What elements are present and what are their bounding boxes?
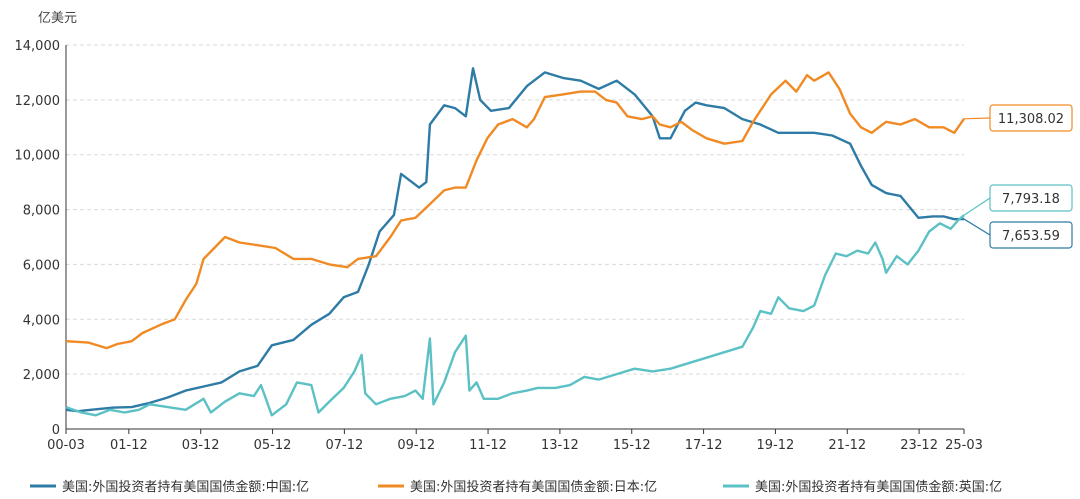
x-tick-label: 15-12 [613,438,651,453]
x-tick-label: 09-12 [397,438,435,453]
end-label-leader [963,218,991,236]
x-tick-label: 25-03 [945,438,983,453]
end-label-box [989,221,1073,249]
y-axis-label: 亿美元 [38,11,77,26]
y-tick-labels: 0 2,000 4,000 6,000 8,000 10,000 12,000 14,000 [15,39,61,438]
x-tick-label: 01-12 [110,438,148,453]
y-tick-label: 14,000 [15,39,61,54]
end-label-value: 7,653.59 [1002,229,1060,244]
y-tick-label: 12,000 [15,94,61,109]
y-tick-label: 4,000 [23,313,60,328]
legend-label-1: 美国:外国投资者持有美国国债金额:中国:亿 [62,479,309,495]
end-value-labels: 11,308.02 7,793.18 7,653.59 [963,104,1073,249]
x-tick-label: 23-12 [900,438,938,453]
x-tick-label: 07-12 [325,438,363,453]
end-label-value: 7,793.18 [1002,192,1060,207]
end-label-value: 11,308.02 [998,112,1064,127]
y-tick-label: 0 [52,423,60,438]
series-line-1 [65,67,965,413]
end-label-leader [963,117,991,120]
y-tick-label: 8,000 [23,204,60,219]
x-tick-label: 13-12 [541,438,579,453]
x-tick-label: 05-12 [254,438,292,453]
y-tick-label: 2,000 [23,368,60,383]
y-tick-label: 6,000 [23,258,60,273]
legend: 美国:外国投资者持有美国国债金额:中国:亿 美国:外国投资者持有美国国债金额:日本… [30,479,1002,495]
x-tick-label: 19-12 [757,438,795,453]
x-tick-label: 21-12 [828,438,866,453]
series-line-3 [65,214,965,417]
x-tick-label: 17-12 [685,438,723,453]
series-lines [65,67,965,417]
x-tick-label: 00-03 [47,438,85,453]
y-tick-label: 10,000 [15,149,61,164]
x-axis: 00-03 01-12 03-12 05-12 07-12 09-12 11-12 13-12… [47,45,983,453]
end-label-leader [963,197,991,216]
legend-label-2: 美国:外国投资者持有美国国债金额:日本:亿 [410,479,657,495]
legend-label-3: 美国:外国投资者持有美国国债金额:英国:亿 [755,479,1002,495]
series-line-2 [65,71,965,350]
x-tick-label: 11-12 [469,438,507,453]
end-label-box [989,184,1073,212]
end-label-box [989,104,1073,132]
x-tick-label: 03-12 [182,438,220,453]
gridlines [66,44,964,375]
